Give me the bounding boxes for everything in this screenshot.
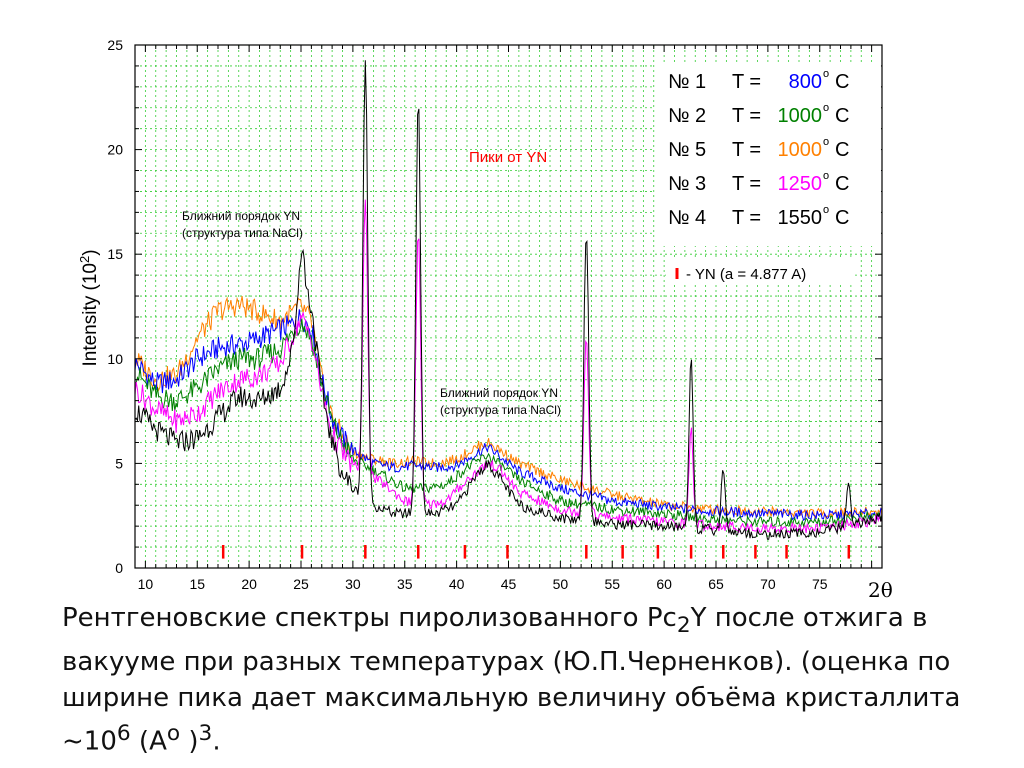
caption-superscript: о — [166, 721, 181, 747]
x-tick-label: 15 — [189, 576, 205, 592]
legend-degree-symbol: o — [823, 170, 829, 182]
caption-line-1: Рентгеновские спектры пиролизованного Pc… — [62, 600, 1012, 644]
x-tick-label: 70 — [760, 576, 776, 592]
legend-number: № 1 — [668, 71, 706, 93]
caption-text: Y после отжига в — [690, 603, 928, 633]
x-tick-label: 40 — [449, 576, 465, 592]
yn-legend-background — [666, 258, 852, 284]
legend-unit: C — [835, 71, 849, 93]
legend-temperature: 1000 — [778, 105, 823, 127]
y-axis-label: Intensity (102) — [77, 249, 101, 366]
legend-unit: C — [835, 173, 849, 195]
x-tick-label: 50 — [553, 576, 569, 592]
series-line-4 — [134, 60, 883, 540]
x-tick-label: 55 — [604, 576, 620, 592]
legend-temperature: 800 — [789, 71, 822, 93]
caption-line-3: ширине пика дает максимальную величину о… — [62, 683, 961, 714]
legend-number: № 5 — [668, 139, 706, 161]
caption-text: (А — [130, 726, 167, 757]
x-tick-label: 35 — [397, 576, 413, 592]
x-tick-label: 10 — [138, 576, 154, 592]
x-tick-label: 30 — [345, 576, 361, 592]
series-line-3 — [134, 199, 883, 535]
x-tick-label: 20 — [241, 576, 257, 592]
y-tick-label: 5 — [115, 455, 123, 471]
caption-text: ~10 — [62, 726, 117, 757]
legend-degree-symbol: o — [823, 68, 829, 80]
grid — [135, 44, 882, 569]
legend-temperature: 1550 — [778, 207, 823, 229]
legend-t-equals: T = — [732, 173, 761, 195]
caption-text: . — [212, 726, 221, 757]
short-order-annotation-1b: (структура типа NaCl) — [182, 226, 303, 240]
legend-t-equals: T = — [732, 207, 761, 229]
series-line-0 — [134, 309, 883, 522]
caption-text: Рентгеновские спектры пиролизованного Pc — [62, 603, 677, 633]
legend-number: № 3 — [668, 173, 706, 195]
xrd-chart: 10 15 20 25 30 35 40 45 50 55 60 65 70 75 0 5 10 15 20 25 2θ… — [77, 37, 893, 600]
y-tick-label: 25 — [107, 37, 123, 53]
legend-t-equals: T = — [732, 139, 761, 161]
figure-caption: Рентгеновские спектры пиролизованного Pc… — [62, 600, 1012, 760]
axis-ticks — [135, 44, 882, 569]
legend-temperature: 1000 — [778, 139, 823, 161]
x-tick-label: 65 — [708, 576, 724, 592]
caption-text: ) — [180, 726, 199, 757]
x-axis-label: 2θ — [868, 578, 893, 600]
x-tick-label: 45 — [501, 576, 517, 592]
legend-number: № 4 — [668, 207, 706, 229]
legend-unit: C — [835, 139, 849, 161]
legend-degree-symbol: o — [823, 136, 829, 148]
x-tick-label: 25 — [293, 576, 309, 592]
peaks-annotation: Пики от YN — [469, 149, 547, 166]
y-tick-label: 0 — [115, 560, 123, 576]
short-order-annotation-2b: (структура типа NaCl) — [440, 403, 561, 417]
legend-temperature: 1250 — [778, 173, 823, 195]
legend-degree-symbol: o — [823, 204, 829, 216]
legend-background — [655, 64, 881, 246]
legend-t-equals: T = — [732, 105, 761, 127]
x-tick-label: 75 — [812, 576, 828, 592]
short-order-annotation-1: Ближний порядок YN — [182, 209, 300, 223]
legend-t-equals: T = — [732, 71, 761, 93]
legend-unit: C — [835, 207, 849, 229]
caption-superscript: 6 — [116, 721, 131, 747]
caption-superscript: 3 — [198, 721, 213, 747]
caption-line-2: вакууме при разных температурах (Ю.П.Чер… — [62, 647, 951, 678]
legend-number: № 2 — [668, 105, 706, 127]
legend-unit: C — [835, 105, 849, 127]
y-tick-label: 15 — [107, 246, 123, 262]
caption-subscript: 2 — [676, 613, 691, 639]
short-order-annotation-2: Ближний порядок YN — [440, 386, 558, 400]
caption-line-4: ~106 (Ао )3. — [62, 716, 1012, 760]
legend-degree-symbol: o — [823, 102, 829, 114]
y-tick-label: 20 — [107, 142, 123, 158]
yn-legend-label: - YN (a = 4.877 A) — [686, 266, 806, 283]
y-tick-label: 10 — [107, 351, 123, 367]
x-tick-label: 60 — [656, 576, 672, 592]
